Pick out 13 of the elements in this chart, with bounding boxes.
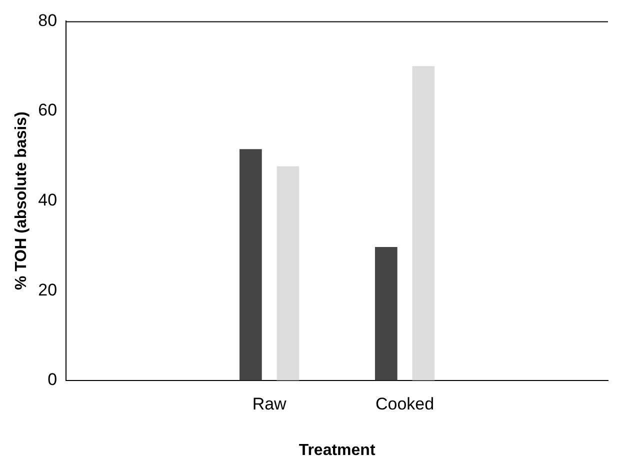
y-axis-title: % TOH (absolute basis) xyxy=(13,112,30,290)
bar xyxy=(412,66,435,380)
y-tick-label: 40 xyxy=(38,190,58,210)
bar xyxy=(276,166,300,380)
bar xyxy=(240,149,262,380)
bar xyxy=(374,247,398,380)
y-tick-label: 60 xyxy=(38,100,58,120)
y-tick-label: 80 xyxy=(38,10,58,30)
y-tick-label: 20 xyxy=(38,280,58,300)
x-axis-title: Treatment xyxy=(298,442,376,459)
y-tick-label: 0 xyxy=(48,370,58,390)
x-tick-label: Cooked xyxy=(375,394,434,414)
x-tick-label: Raw xyxy=(252,394,288,414)
